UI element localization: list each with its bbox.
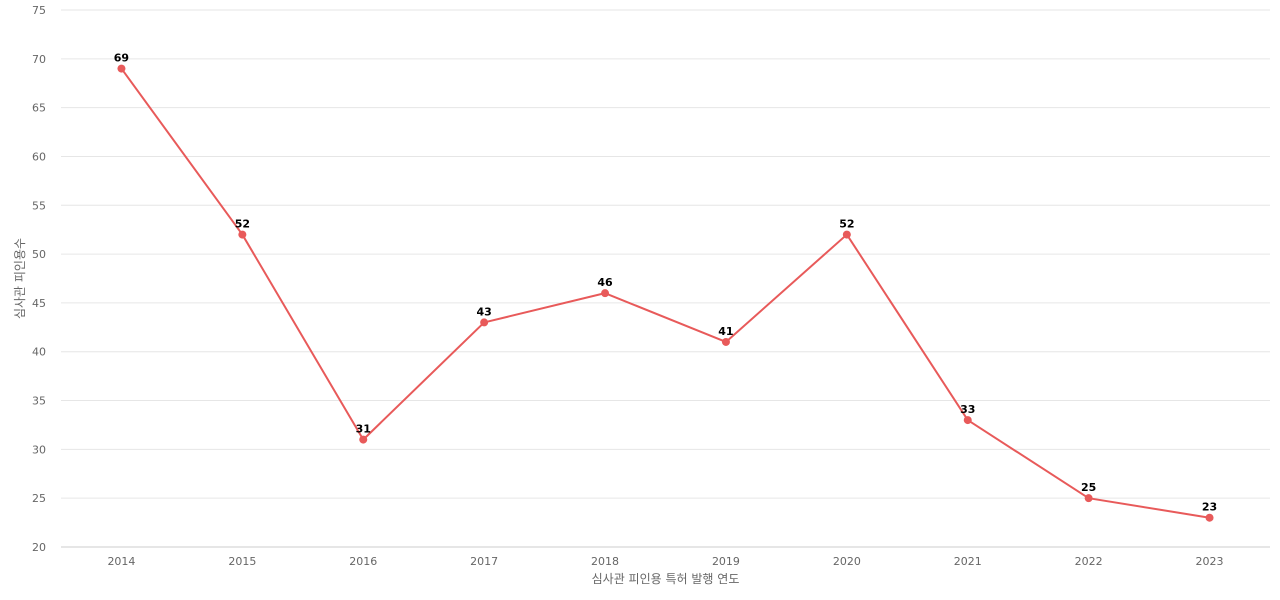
y-tick-label: 50 [32,248,46,261]
y-tick-label: 25 [32,492,46,505]
x-tick-label: 2020 [833,555,861,568]
y-tick-label: 70 [32,53,46,66]
data-label: 33 [960,403,975,416]
data-label: 52 [235,218,250,231]
series [117,64,1214,522]
y-tick-label: 55 [32,199,46,212]
y-tick-label: 60 [32,150,46,163]
x-tick-label: 2018 [591,555,619,568]
data-label: 52 [839,218,854,231]
data-label: 25 [1081,481,1096,494]
data-point[interactable] [842,230,851,239]
y-tick-label: 45 [32,297,46,310]
data-point[interactable] [480,318,489,327]
y-tick-label: 75 [32,4,46,17]
data-point[interactable] [1084,494,1093,503]
data-point[interactable] [238,230,247,239]
y-axis-title: 심사관 피인용수 [13,238,27,319]
data-point[interactable] [601,289,610,298]
data-label: 31 [356,423,371,436]
y-tick-label: 30 [32,443,46,456]
x-tick-label: 2015 [228,555,256,568]
data-label: 43 [476,305,491,318]
data-label: 46 [597,276,613,289]
x-tick-label: 2021 [954,555,982,568]
data-point[interactable] [117,64,126,73]
data-point[interactable] [1205,513,1214,522]
x-axis-ticks: 2014 2015 2016 2017 2018 2019 2020 2021 2022 2023 [107,555,1223,568]
y-tick-label: 65 [32,102,46,115]
y-tick-label: 20 [32,541,46,554]
data-point[interactable] [963,416,972,425]
data-label: 41 [718,325,733,338]
x-axis-title: 심사관 피인용 특허 발행 연도 [592,571,740,586]
y-tick-label: 35 [32,395,46,408]
data-labels: 69 52 31 43 46 41 52 33 25 23 [114,52,1217,514]
data-label: 23 [1202,501,1217,514]
y-axis-ticks: 20 25 30 35 40 45 50 55 60 65 70 75 [32,4,46,554]
x-tick-label: 2019 [712,555,740,568]
x-tick-label: 2023 [1196,555,1224,568]
x-tick-label: 2017 [470,555,498,568]
data-point[interactable] [359,435,368,444]
y-tick-label: 40 [32,346,46,359]
data-label: 69 [114,52,129,65]
x-tick-label: 2014 [107,555,135,568]
series-line [120,67,1210,519]
x-tick-label: 2016 [349,555,377,568]
grid [61,9,1270,548]
data-point[interactable] [721,337,730,346]
x-tick-label: 2022 [1075,555,1103,568]
